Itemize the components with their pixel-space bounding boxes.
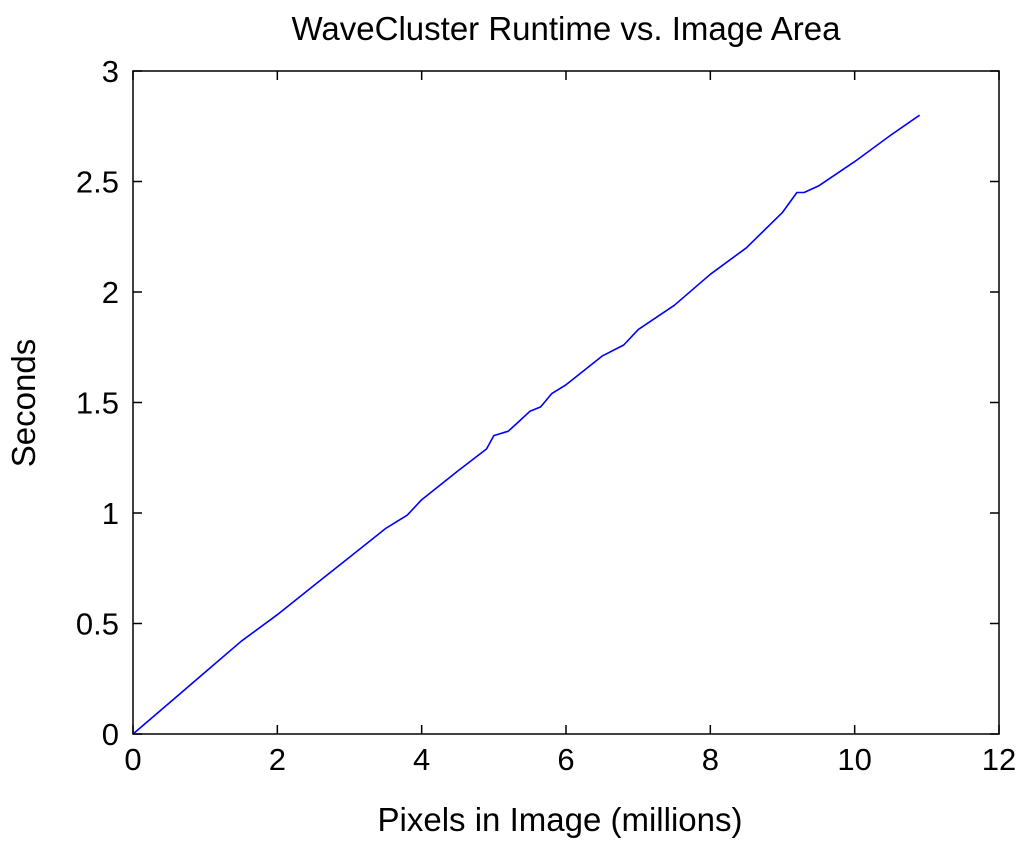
chart-title: WaveCluster Runtime vs. Image Area <box>292 10 842 47</box>
y-tick-label: 3 <box>102 54 119 89</box>
y-tick-label: 2.5 <box>76 165 119 200</box>
x-axis-label: Pixels in Image (millions) <box>378 801 743 838</box>
y-tick-label: 0 <box>102 717 119 752</box>
plot-frame <box>132 70 1000 735</box>
y-axis-tick-labels: 0 0.5 1 1.5 2 2.5 3 <box>76 54 119 752</box>
y-tick-label: 2 <box>102 275 119 310</box>
x-tick-label: 2 <box>269 742 286 777</box>
x-tick-label: 0 <box>124 742 141 777</box>
y-tick-label: 1 <box>102 496 119 531</box>
y-tick-label: 0.5 <box>76 607 119 642</box>
series-line <box>132 114 921 735</box>
y-tick-label: 1.5 <box>76 386 119 421</box>
x-tick-label: 4 <box>413 742 430 777</box>
y-axis-label: Seconds <box>5 339 42 467</box>
x-tick-label: 6 <box>557 742 574 777</box>
x-tick-label: 12 <box>982 742 1016 777</box>
x-tick-label: 8 <box>702 742 719 777</box>
x-tick-label: 10 <box>837 742 871 777</box>
series-group <box>132 114 921 735</box>
x-axis-tick-labels: 0 2 4 6 8 10 12 <box>124 742 1016 777</box>
